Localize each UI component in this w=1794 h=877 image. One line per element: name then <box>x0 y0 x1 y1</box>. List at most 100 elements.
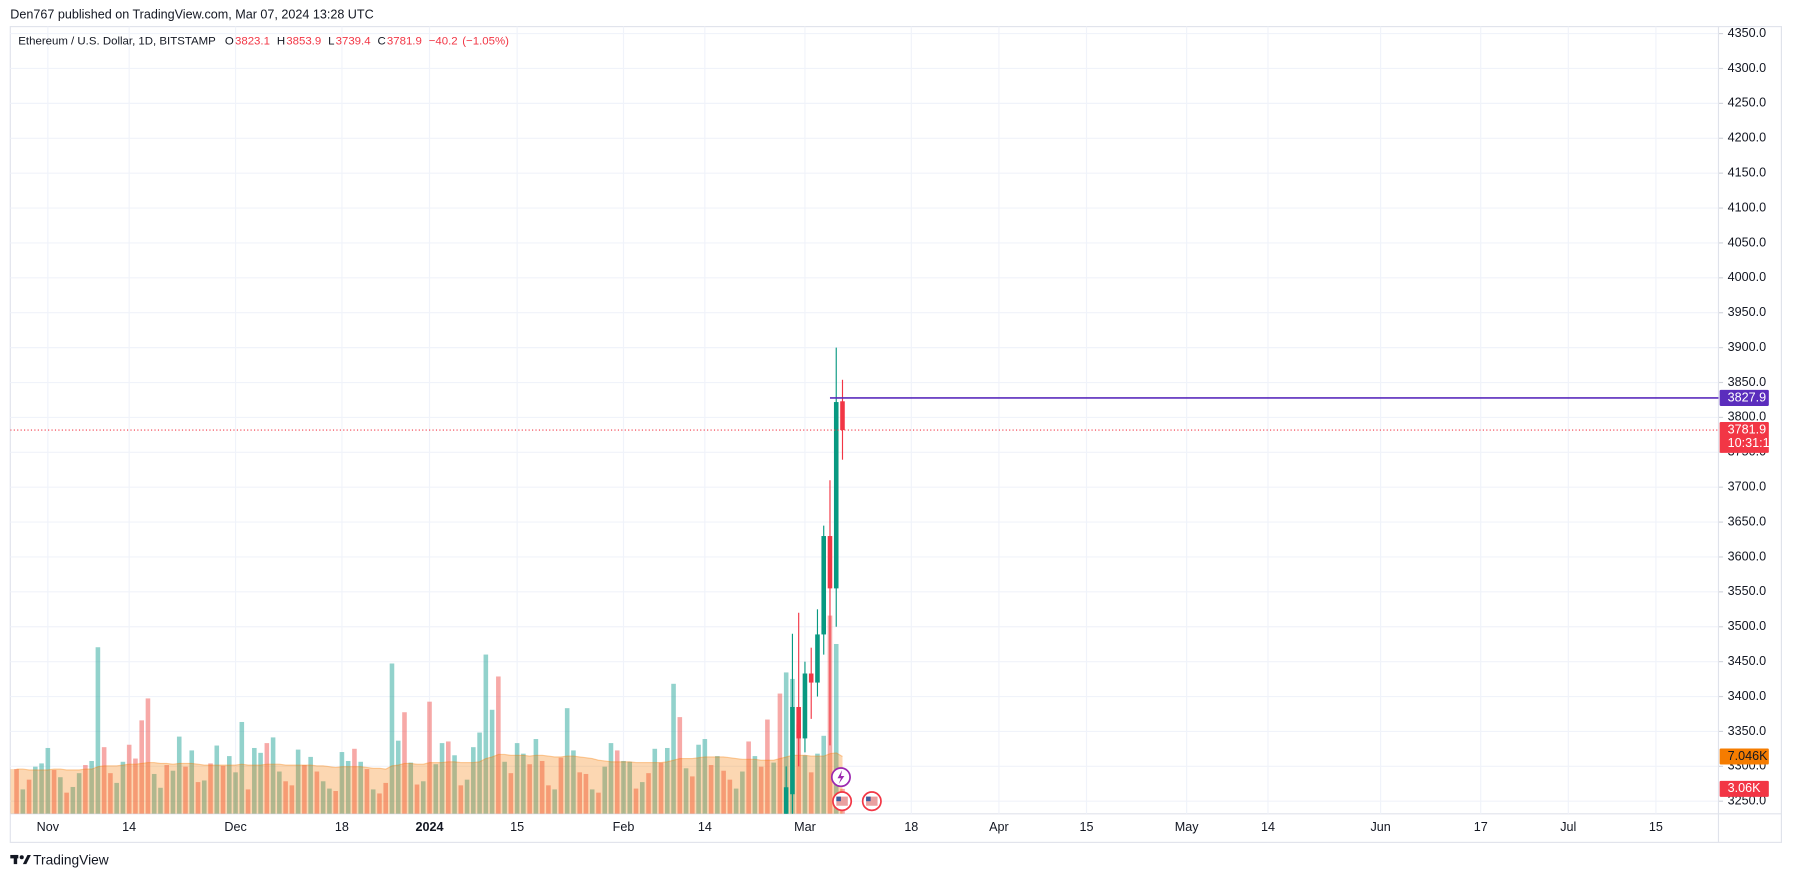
logo-part <box>19 855 24 860</box>
legend-item: 3739.4 <box>336 36 372 48</box>
volume-bar <box>589 789 595 814</box>
volume-bar <box>201 780 207 814</box>
volume-bar <box>14 769 19 814</box>
volume-bar <box>646 773 651 814</box>
volume-bar <box>446 741 451 814</box>
x-tick-label: 2024 <box>416 820 444 834</box>
volume-bar <box>433 764 439 814</box>
volume-bar <box>408 762 414 814</box>
volume-bar <box>214 745 220 814</box>
volume-bar <box>539 760 545 814</box>
candle-body <box>802 673 808 739</box>
volume-bar <box>602 766 608 814</box>
volume-bar <box>702 739 708 814</box>
volume-bar <box>176 736 182 814</box>
volume-ma-line <box>16 752 843 771</box>
volume-bar <box>746 741 751 814</box>
candle-body <box>790 707 795 795</box>
candle-body <box>783 787 789 814</box>
price-badge-label: 3827.9 <box>1728 390 1766 404</box>
volume-bar <box>283 781 288 814</box>
volume-bar <box>370 789 376 814</box>
volume-bar <box>395 740 401 814</box>
legend-item: O <box>225 36 234 48</box>
volume-bar <box>258 752 263 814</box>
volume-ma-badge <box>1719 748 1769 765</box>
volume-bar <box>139 720 144 814</box>
candle-body <box>821 536 827 635</box>
volume-bar <box>527 764 532 814</box>
x-tick-label: Apr <box>989 820 1009 834</box>
flag-glyph <box>836 796 841 802</box>
volume-ma-area <box>10 752 843 814</box>
y-tick-label: 3650.0 <box>1728 514 1766 528</box>
volume-bar <box>727 779 733 814</box>
volume-bar <box>51 769 57 814</box>
footer-brand: TradingView <box>33 852 109 867</box>
candle-body <box>833 402 839 589</box>
volume-bar <box>83 765 88 814</box>
y-tick-label: 3500.0 <box>1728 619 1766 633</box>
volume-bar <box>320 781 326 814</box>
volume-bar <box>389 663 395 814</box>
volume-bar <box>608 743 614 814</box>
volume-bar <box>677 717 683 814</box>
volume-bar <box>652 748 658 814</box>
volume-bar <box>295 749 301 814</box>
x-tick-label: 15 <box>1649 820 1663 834</box>
volume-bar <box>233 772 238 814</box>
volume-bar <box>20 789 26 814</box>
last-price-badge <box>1719 422 1769 453</box>
footer-logo: TradingView <box>10 852 109 867</box>
volume-bar <box>733 788 739 814</box>
volume-bar <box>521 753 526 814</box>
legend-item: L <box>328 36 334 48</box>
volume-bar <box>690 776 695 814</box>
volume-bar <box>533 739 539 814</box>
volume-bar <box>170 770 176 814</box>
y-tick-label: 3800.0 <box>1728 410 1766 424</box>
candle-body <box>827 536 833 589</box>
volume-bar <box>571 750 576 814</box>
volume-bar <box>483 654 489 814</box>
volume-bar <box>758 766 764 814</box>
volume-bar <box>771 762 776 814</box>
y-tick-label: 3600.0 <box>1728 549 1766 563</box>
candle-body <box>808 673 814 683</box>
volume-bar <box>639 782 645 814</box>
volume-bar <box>821 735 827 814</box>
volume-bar <box>458 785 464 814</box>
x-tick-label: Jun <box>1370 820 1390 834</box>
frame <box>9 26 1782 843</box>
volume-bar <box>208 763 213 814</box>
volume-bar <box>683 768 689 814</box>
y-tick-label: 4150.0 <box>1728 165 1766 179</box>
volume-bar <box>427 701 432 814</box>
x-tick-label: 18 <box>904 820 918 834</box>
candle-body <box>815 634 820 683</box>
volume-bar <box>114 782 119 814</box>
volume-bar <box>227 756 232 814</box>
volume-bar <box>220 765 226 814</box>
volume-bar <box>76 773 82 814</box>
volume-badge <box>1719 780 1769 797</box>
volume-bar <box>583 773 589 814</box>
grid <box>10 26 1719 814</box>
volume-bar <box>158 787 163 814</box>
volume-bar <box>26 779 32 814</box>
x-tick-label: May <box>1175 820 1199 834</box>
y-tick-label: 3950.0 <box>1728 305 1766 319</box>
legend-item: 3781.9 <box>387 36 422 48</box>
countdown: 10:31:19 <box>1728 436 1777 450</box>
y-tick-label: 4100.0 <box>1728 200 1766 214</box>
volume-bar <box>765 719 770 814</box>
volume-bar <box>333 791 338 814</box>
volume-bar <box>564 708 570 814</box>
volume-bar <box>89 760 94 814</box>
volume-bar <box>195 782 201 814</box>
legend-item: (−1.05%) <box>462 36 509 48</box>
y-tick-label: 4000.0 <box>1728 270 1766 284</box>
volume-bar <box>108 773 113 814</box>
